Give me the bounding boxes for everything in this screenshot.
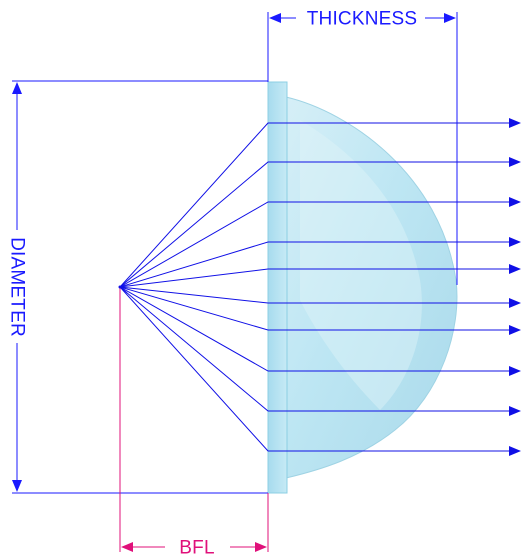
bfl-dimension: BFL [119,288,269,556]
light-ray [119,286,521,456]
diameter-dimension: DIAMETER [7,80,268,494]
focal-point [118,285,122,289]
light-rays [119,118,521,456]
light-ray [119,157,521,288]
light-ray [119,286,521,416]
diameter-label: DIAMETER [7,237,28,337]
lens-highlight [300,120,422,410]
light-ray [119,237,521,288]
light-ray [119,264,521,288]
light-ray [119,286,521,308]
light-ray [119,197,521,288]
thickness-dimension: THICKNESS [267,9,458,285]
light-ray [119,118,521,288]
light-ray [119,286,521,376]
light-ray [119,286,521,335]
bfl-label: BFL [179,538,214,556]
lens-flange [267,81,288,494]
lens-dome [285,96,458,479]
thickness-label: THICKNESS [307,9,418,30]
